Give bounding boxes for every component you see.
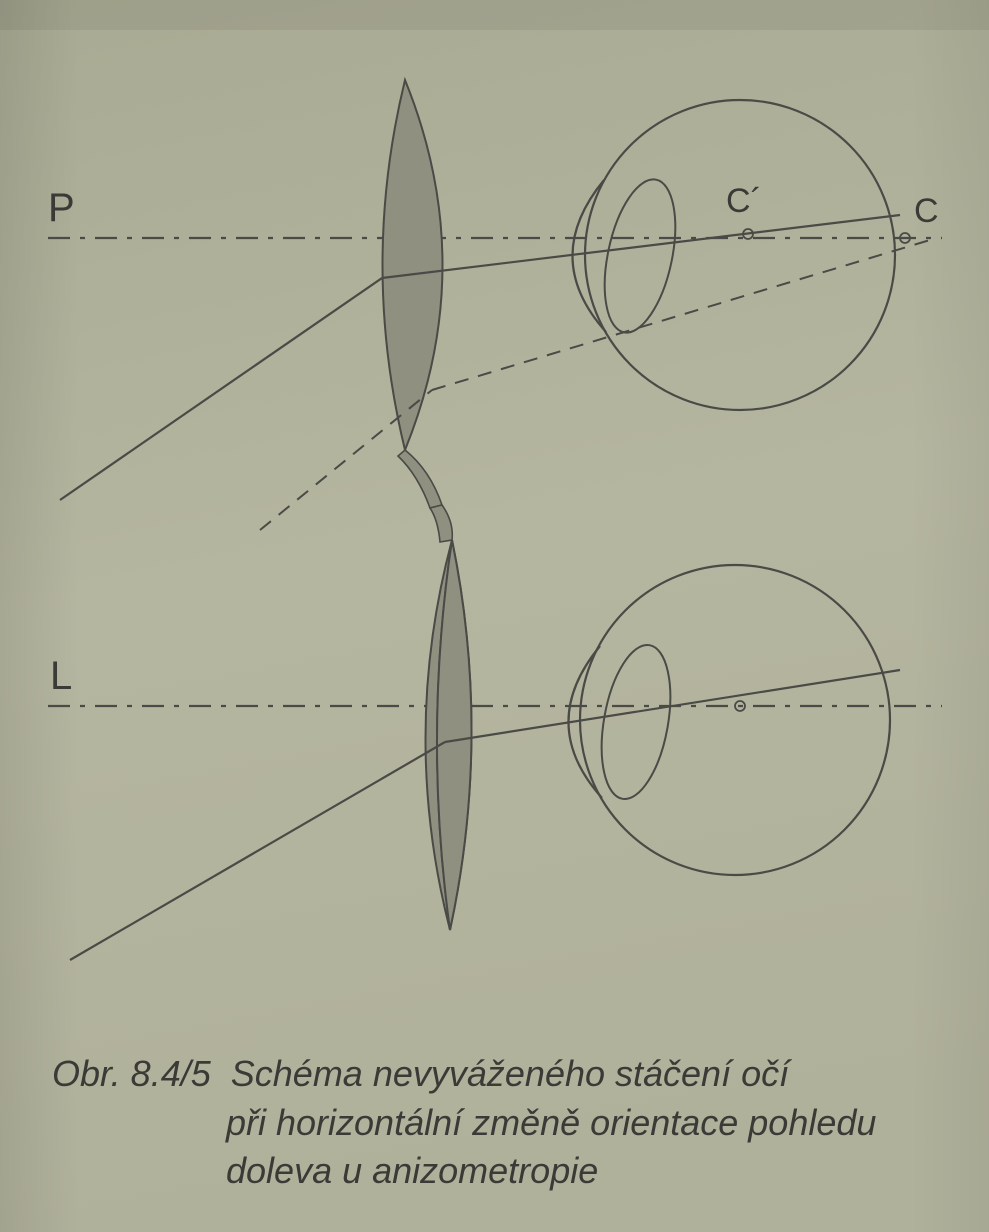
caption-line2: při horizontální změně orientace pohledu <box>52 1099 932 1148</box>
caption-prefix: Obr. 8.4/5 <box>52 1053 211 1094</box>
caption-line1: Schéma nevyváženého stáčení očí <box>231 1053 789 1094</box>
caption-line3: doleva u anizometropie <box>52 1147 932 1196</box>
diagram-svg-container <box>0 0 989 1232</box>
figure-caption: Obr. 8.4/5 Schéma nevyváženého stáčení o… <box>52 1050 932 1196</box>
label-c: C <box>914 192 939 231</box>
label-p: P <box>48 186 75 231</box>
optics-diagram <box>0 0 989 1232</box>
label-l: L <box>50 654 72 699</box>
label-c-prime: C´ <box>726 182 762 221</box>
